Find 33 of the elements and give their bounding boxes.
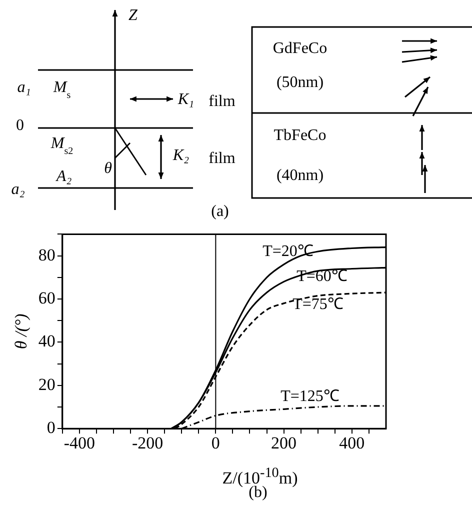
text: K₂ <box>172 147 190 164</box>
text: a₁ <box>17 79 31 96</box>
text: film <box>208 93 236 110</box>
text: GdFeCo <box>272 40 328 57</box>
text: K₁ <box>176 91 194 108</box>
x-tick-label: 400 <box>339 433 365 452</box>
text: M$_{s}$ <box>52 79 71 100</box>
text: 0 <box>16 117 24 134</box>
text: M$_{s2}$ <box>50 135 74 156</box>
text: A₂ <box>55 168 72 185</box>
text: (50nm) <box>276 74 324 91</box>
x-tick-label: -200 <box>132 433 164 452</box>
series-label: T=75℃ <box>292 296 344 314</box>
text: TbFeCo <box>274 127 326 144</box>
text: film <box>208 150 236 167</box>
y-tick-label: 40 <box>38 332 56 351</box>
text: (40nm) <box>276 167 324 184</box>
x-tick-label: -400 <box>64 433 96 452</box>
text: (b) <box>248 484 268 501</box>
series-label: T=125℃ <box>280 388 340 406</box>
x-tick-label: 200 <box>271 433 297 452</box>
x-tick-label: 0 <box>211 433 220 452</box>
text: a₂ <box>11 181 26 198</box>
y-axis-title: θ /(°) <box>12 313 31 350</box>
y-tick-label: 80 <box>38 245 56 264</box>
text: θ <box>104 160 112 177</box>
y-tick-label: 0 <box>46 418 56 438</box>
series-label: T=20℃ <box>262 243 314 260</box>
text: (a) <box>211 203 229 220</box>
text: Z <box>128 7 139 24</box>
y-tick-label: 20 <box>38 374 56 394</box>
series-label: T=60℃ <box>296 268 348 286</box>
y-tick-label: 60 <box>38 288 56 308</box>
